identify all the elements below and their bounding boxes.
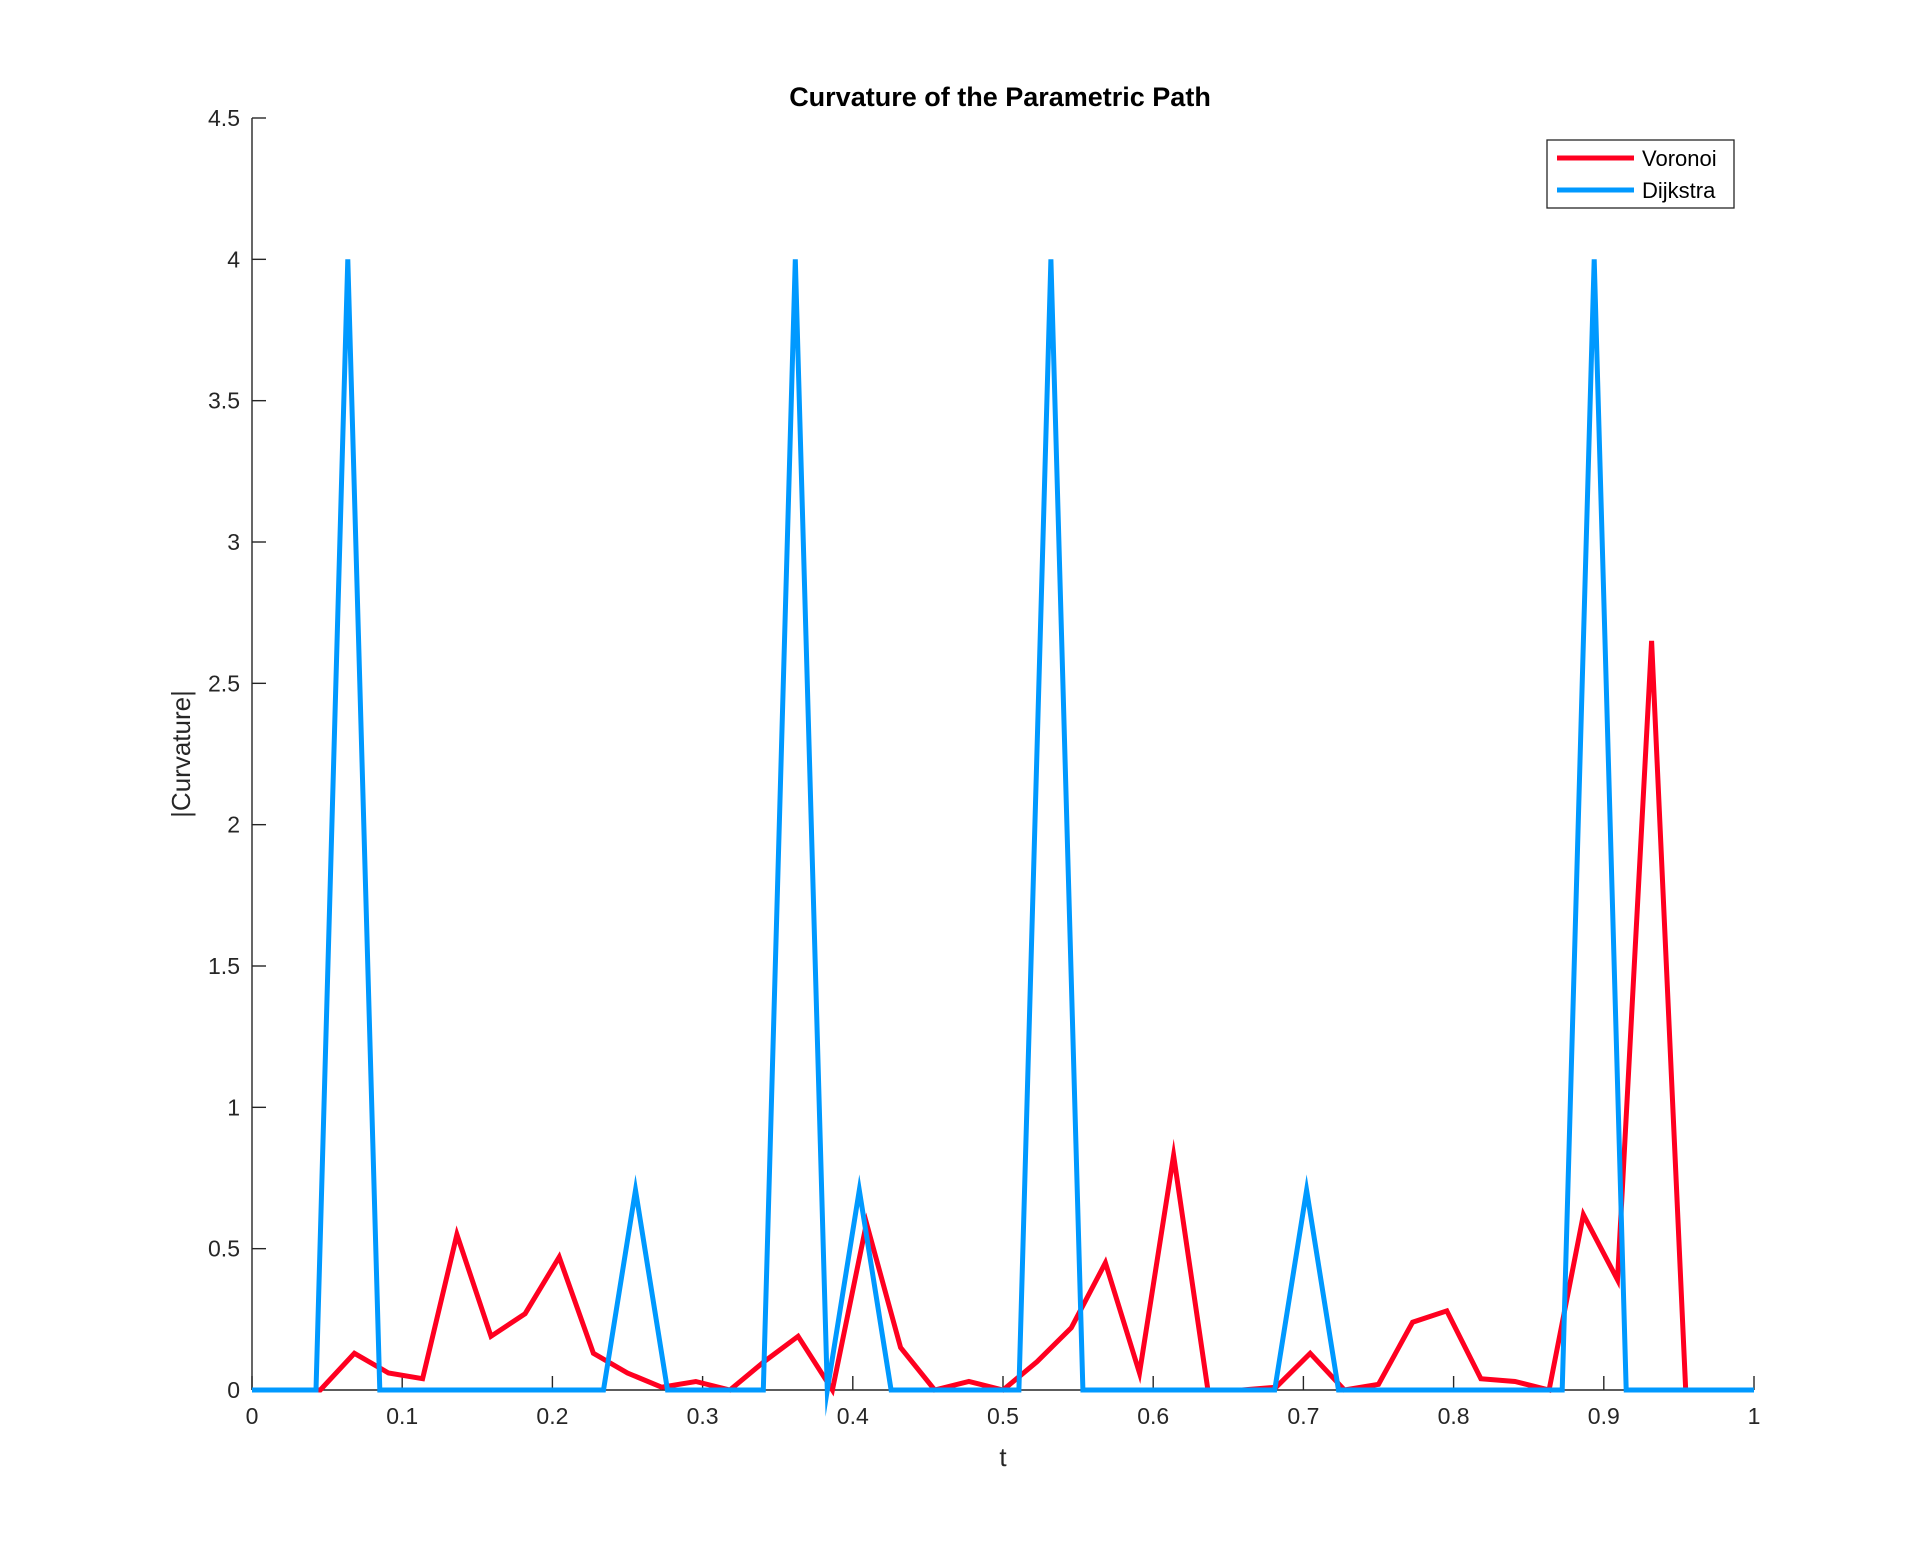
x-tick-label: 1 xyxy=(1748,1403,1761,1429)
y-tick-label: 1.5 xyxy=(208,953,240,979)
x-tick-label: 0.6 xyxy=(1137,1403,1169,1429)
x-tick-label: 0.3 xyxy=(687,1403,719,1429)
y-tick-label: 0.5 xyxy=(208,1236,240,1262)
y-tick-label: 2.5 xyxy=(208,670,240,696)
legend-box xyxy=(1546,139,1735,209)
x-ticks: 0 0.1 0.2 0.3 0.4 0.5 0.6 0.7 0.8 0.9 1 xyxy=(246,1376,1761,1429)
y-ticks: 0 0.5 1 1.5 2 2.5 3 3.5 4 4.5 xyxy=(208,105,266,1403)
y-tick-label: 1 xyxy=(227,1094,240,1120)
legend: Voronoi Dijkstra xyxy=(1546,139,1735,209)
x-tick-label: 0.2 xyxy=(536,1403,568,1429)
legend-label-dijkstra: Dijkstra xyxy=(1642,178,1716,203)
x-tick-label: 0.7 xyxy=(1287,1403,1319,1429)
y-tick-label: 0 xyxy=(227,1377,240,1403)
x-tick-label: 0.4 xyxy=(837,1403,869,1429)
y-tick-label: 4 xyxy=(227,246,240,272)
y-tick-label: 3.5 xyxy=(208,388,240,414)
plot-area: 0 0.5 1 1.5 2 2.5 3 3.5 4 4.5 0 0.1 0.2 0.3 0.4 0.5 0.6… xyxy=(208,105,1760,1429)
y-axis-label: |Curvature| xyxy=(166,690,196,818)
y-tick-label: 4.5 xyxy=(208,105,240,131)
x-tick-label: 0.8 xyxy=(1438,1403,1470,1429)
legend-label-voronoi: Voronoi xyxy=(1642,146,1717,171)
x-tick-label: 0.1 xyxy=(386,1403,418,1429)
series-line-dijkstra xyxy=(252,259,1754,1417)
y-tick-label: 3 xyxy=(227,529,240,555)
series-layer xyxy=(252,259,1754,1417)
x-tick-label: 0.5 xyxy=(987,1403,1019,1429)
y-tick-label: 2 xyxy=(227,812,240,838)
chart-title: Curvature of the Parametric Path xyxy=(789,82,1211,112)
x-tick-label: 0 xyxy=(246,1403,259,1429)
x-axis-label: t xyxy=(999,1442,1007,1472)
x-tick-label: 0.9 xyxy=(1588,1403,1620,1429)
